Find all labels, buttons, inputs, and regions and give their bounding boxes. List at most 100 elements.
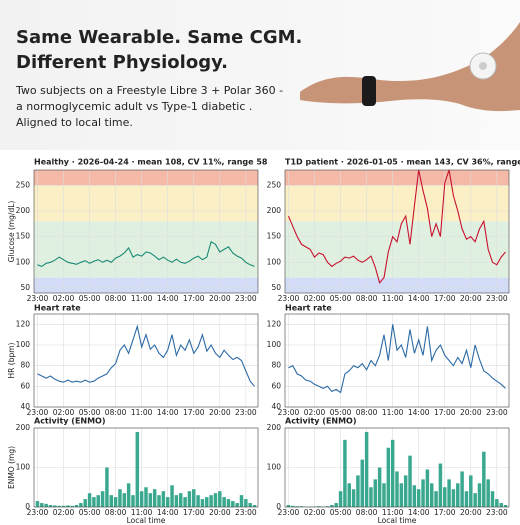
panel-title: T1D patient · 2026-01-05 · mean 143, CV … xyxy=(285,158,520,167)
bar xyxy=(157,495,161,507)
bar xyxy=(412,485,417,507)
y-tick-label: 100 xyxy=(267,340,282,349)
data-line xyxy=(287,169,506,284)
bar xyxy=(356,475,360,507)
x-tick-label: 23:00 xyxy=(486,508,508,517)
bar xyxy=(438,463,443,507)
bar xyxy=(416,489,421,507)
x-tick-label: 05:00 xyxy=(79,508,101,517)
bar xyxy=(113,497,118,507)
range-band xyxy=(34,277,258,293)
panel-title: Activity (ENMO) xyxy=(285,417,357,426)
y-tick-label: 40 xyxy=(271,402,281,411)
bar xyxy=(403,475,408,507)
x-tick-label: 23:00 xyxy=(278,408,300,417)
range-band xyxy=(285,170,509,186)
range-band xyxy=(34,185,258,222)
bar xyxy=(395,471,399,507)
bar xyxy=(456,483,460,507)
x-tick-label: 23:00 xyxy=(27,294,49,303)
bar xyxy=(135,431,140,507)
bar xyxy=(421,479,425,507)
x-tick-label: 08:00 xyxy=(105,508,127,517)
bar xyxy=(373,479,378,507)
x-tick-label: 14:00 xyxy=(157,408,179,417)
bar xyxy=(235,503,239,507)
y-tick-label: 80 xyxy=(271,361,281,370)
y-tick-label: 40 xyxy=(20,402,30,411)
x-tick-label: 20:00 xyxy=(209,408,231,417)
bar xyxy=(399,483,404,507)
bar xyxy=(291,505,295,507)
plot-frame xyxy=(33,169,259,294)
panel-title: Healthy · 2026-04-24 · mean 108, CV 11%,… xyxy=(34,158,268,167)
bar xyxy=(425,469,430,507)
x-tick-label: 02:00 xyxy=(304,508,326,517)
bar xyxy=(205,497,209,507)
range-band xyxy=(285,185,509,222)
bar xyxy=(469,475,473,507)
bar xyxy=(152,489,157,507)
data-line xyxy=(288,324,506,394)
y-tick-label: 100 xyxy=(267,257,282,266)
x-tick-label: 14:00 xyxy=(157,508,179,517)
y-tick-label: 60 xyxy=(20,381,30,390)
bar xyxy=(408,455,412,507)
data-line xyxy=(37,240,255,268)
x-tick-label: 02:00 xyxy=(53,294,75,303)
bar xyxy=(105,467,109,507)
bar xyxy=(464,491,469,507)
range-band xyxy=(34,170,258,186)
y-axis-label: ENMO (mg) xyxy=(7,446,16,489)
x-tick-label: 11:00 xyxy=(382,294,404,303)
y-tick-label: 50 xyxy=(20,283,30,292)
bar xyxy=(351,489,356,507)
bar xyxy=(486,479,490,507)
x-tick-label: 14:00 xyxy=(408,294,430,303)
bar xyxy=(460,471,464,507)
y-tick-label: 150 xyxy=(16,232,31,241)
bar xyxy=(386,447,391,507)
bar xyxy=(96,495,100,507)
bar xyxy=(447,479,451,507)
bar xyxy=(503,505,508,507)
bar xyxy=(347,483,351,507)
x-tick-label: 23:00 xyxy=(486,294,508,303)
bar xyxy=(196,495,200,507)
subtitle-line: Aligned to local time. xyxy=(16,116,133,129)
bar xyxy=(209,495,213,507)
x-tick-label: 23:00 xyxy=(27,408,49,417)
bar xyxy=(334,503,338,507)
bar xyxy=(35,501,40,507)
y-tick-label: 100 xyxy=(16,257,31,266)
bar xyxy=(451,489,456,507)
bar xyxy=(87,493,92,507)
bar xyxy=(239,495,244,507)
x-tick-label: 14:00 xyxy=(408,508,430,517)
bar xyxy=(443,487,447,507)
bar xyxy=(174,495,179,507)
bar xyxy=(92,497,96,507)
x-tick-label: 17:00 xyxy=(434,294,456,303)
y-tick-label: 50 xyxy=(271,283,281,292)
bar xyxy=(44,503,48,507)
y-tick-label: 0 xyxy=(25,502,30,511)
bar xyxy=(252,505,257,507)
x-tick-label: 20:00 xyxy=(460,294,482,303)
y-tick-label: 100 xyxy=(16,463,31,472)
x-tick-label: 17:00 xyxy=(434,408,456,417)
bar xyxy=(40,503,44,507)
bar xyxy=(244,499,248,507)
x-tick-label: 23:00 xyxy=(235,294,257,303)
bar xyxy=(187,491,192,507)
bar xyxy=(325,506,330,507)
header-bg xyxy=(0,0,520,150)
y-axis-label: HR (bpm) xyxy=(7,342,16,378)
x-tick-label: 02:00 xyxy=(53,508,75,517)
y-tick-label: 120 xyxy=(16,319,31,328)
x-tick-label: 05:00 xyxy=(79,294,101,303)
bar xyxy=(317,506,321,507)
bar xyxy=(178,493,183,507)
bar xyxy=(61,505,66,507)
